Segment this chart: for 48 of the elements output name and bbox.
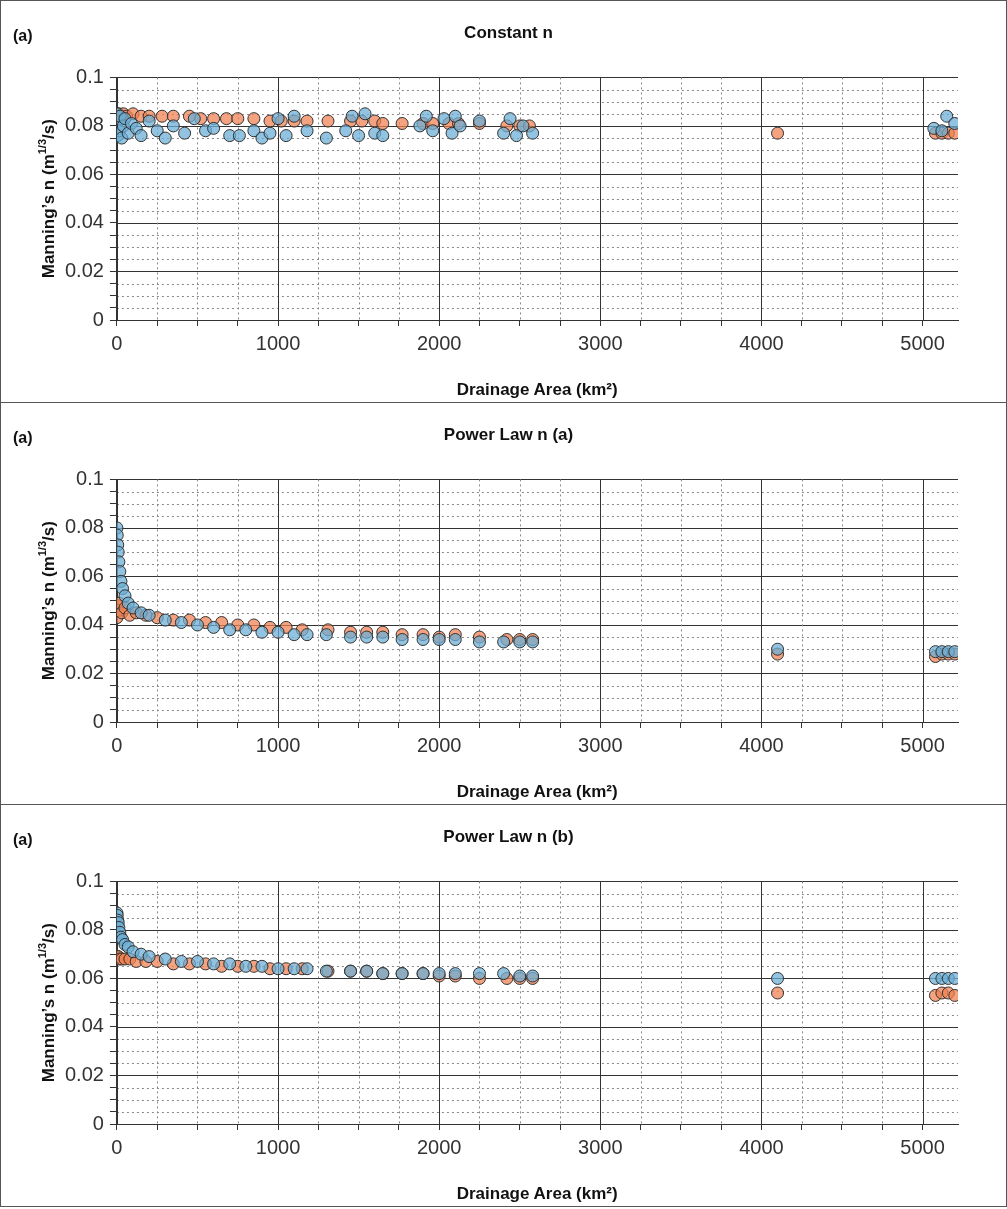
x-axis-title: Drainage Area (km²): [456, 1183, 618, 1203]
y-tick-label: 0.04: [64, 612, 104, 635]
y-tick-label: 0.1: [76, 868, 104, 891]
x-tick-label: 2000: [416, 1135, 462, 1158]
y-tick-label: 0: [92, 1111, 104, 1134]
y-tick-label: 0: [92, 307, 104, 330]
chart-title: Constant n: [464, 22, 553, 42]
x-tick-label: 2000: [416, 733, 462, 756]
y-axis-title: Manning’s n (m1/3/s): [36, 119, 58, 279]
x-tick-label: 1000: [255, 331, 301, 354]
x-axis-title: Drainage Area (km²): [456, 781, 618, 801]
y-tick-label: 0.1: [76, 64, 104, 87]
y-tick-label: 0.02: [64, 661, 104, 683]
y-tick-label: 0.02: [64, 1063, 104, 1085]
y-tick-label: 0.1: [76, 466, 104, 489]
y-tick-label: 0.02: [64, 259, 104, 281]
x-tick-label: 3000: [578, 331, 623, 354]
x-tick-label: 4000: [739, 331, 784, 354]
x-tick-label: 4000: [739, 733, 784, 756]
y-tick-label: 0.06: [64, 563, 104, 586]
x-tick-label: 0: [111, 733, 123, 756]
y-tick-label: 0.04: [64, 210, 104, 233]
y-tick-label: 0.06: [64, 965, 104, 988]
y-tick-label: 0.06: [64, 161, 104, 184]
x-tick-label: 0: [111, 331, 123, 354]
x-tick-label: 3000: [578, 733, 623, 756]
text: (a): [13, 429, 33, 447]
chart-title: Power Law n (a): [443, 424, 574, 444]
x-tick-label: 5000: [900, 331, 945, 354]
x-tick-label: 1000: [255, 1135, 301, 1158]
y-axis-title: Manning’s n (m1/3/s): [36, 923, 58, 1083]
x-tick-label: 5000: [900, 733, 945, 756]
y-axis-title: Manning’s n (m1/3/s): [36, 521, 58, 681]
y-tick-label: 0.08: [64, 515, 104, 538]
y-tick-label: 0.04: [64, 1014, 104, 1037]
y-tick-label: 0.08: [64, 917, 104, 940]
y-tick-label: 0.08: [64, 113, 104, 136]
x-tick-label: 2000: [416, 331, 462, 354]
x-tick-label: 1000: [255, 733, 301, 756]
x-tick-label: 3000: [578, 1135, 623, 1158]
x-tick-label: 0: [111, 1135, 123, 1158]
text: (a): [13, 27, 33, 45]
y-tick-label: 0: [92, 709, 104, 732]
x-axis-title: Drainage Area (km²): [456, 379, 618, 399]
chart-title: Power Law n (b): [443, 826, 574, 846]
x-tick-label: 5000: [900, 1135, 945, 1158]
text: (a): [13, 831, 33, 849]
x-tick-label: 4000: [739, 1135, 784, 1158]
